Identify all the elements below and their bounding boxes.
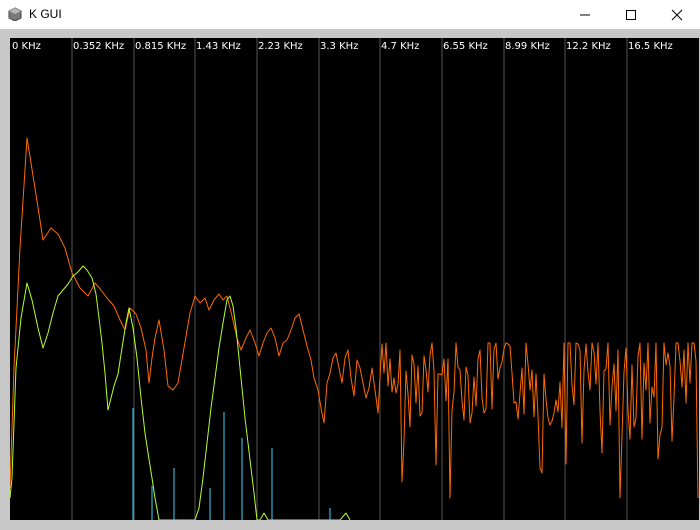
maximize-button[interactable] [608,0,654,29]
minimize-icon [580,14,590,15]
frequency-label: 0 KHz [12,41,41,52]
frequency-label: 2.23 KHz [258,41,303,52]
frequency-label: 4.7 KHz [381,41,420,52]
frequency-label: 0.352 KHz [73,41,125,52]
spectrum-plot: 0 KHz 0.352 KHz 0.815 KHz 1.43 KHz 2.23 KHz 3… [10,38,699,520]
orange-spectrum-trace [10,137,699,499]
frequency-label: 0.815 KHz [135,41,187,52]
minimize-button[interactable] [562,0,608,29]
maximize-icon [626,9,636,20]
frequency-label: 16.5 KHz [628,41,673,52]
green-spectrum-trace [10,265,351,520]
app-icon [8,7,22,21]
window-title: K GUI [29,7,62,21]
title-bar[interactable]: K GUI [0,0,700,29]
frequency-label: 3.3 KHz [320,41,359,52]
close-icon [671,9,683,20]
spectrum-canvas [10,38,699,520]
frequency-label: 12.2 KHz [566,41,611,52]
close-button[interactable] [654,0,700,29]
frequency-label: 1.43 KHz [196,41,241,52]
frequency-label: 6.55 KHz [443,41,488,52]
frequency-label: 8.99 KHz [505,41,550,52]
